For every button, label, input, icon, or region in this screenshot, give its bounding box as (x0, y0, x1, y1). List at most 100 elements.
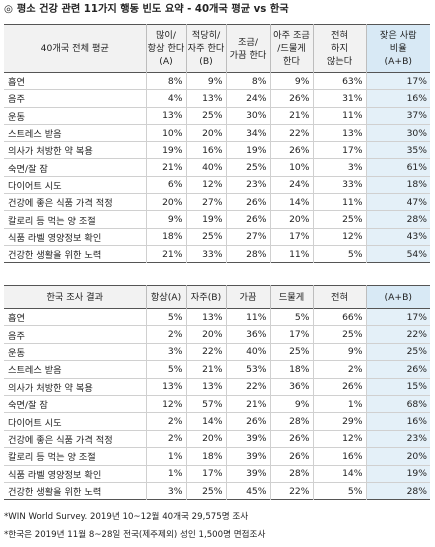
value-cell: 8% (145, 72, 186, 90)
value-cell: 36% (225, 325, 270, 344)
sum-cell: 28% (365, 210, 430, 229)
value-cell: 17% (185, 465, 226, 483)
value-cell: 5% (269, 308, 313, 326)
value-cell: 30% (225, 107, 270, 125)
value-cell: 22% (269, 124, 313, 142)
value-cell: 26% (269, 447, 313, 466)
value-cell: 12% (312, 430, 366, 448)
value-cell: 19% (145, 141, 186, 159)
row-label: 식품 라벨 영양정보 확인 (8, 232, 102, 244)
value-cell: 12% (185, 176, 226, 194)
row-label: 흡연 (8, 77, 25, 89)
value-cell: 11% (312, 107, 366, 125)
value-cell: 45% (225, 482, 270, 500)
sum-cell: 47% (365, 193, 430, 211)
header-cell-sum: 잦은 사람 비율 (A+B) (365, 24, 430, 73)
table-row: 다이어트 시도 2% 14% 26% 28% 29% 16% (4, 412, 430, 431)
header-cell: 조금/가끔 한다 (225, 24, 270, 73)
table-row: 의사가 처방한 약 복용 19% 16% 19% 26% 17% 35% (4, 141, 430, 159)
row-label: 다이어트 시도 (8, 417, 62, 429)
value-cell: 11% (269, 245, 313, 263)
value-cell: 27% (225, 228, 270, 246)
header-cell: 한국 조사 결과 (46, 291, 104, 303)
title-mark: ◎ (4, 4, 13, 15)
korea-results-table: 한국 조사 결과 항상(A) 자주(B) 가끔 드물게 전혀 (A+B) 흡연 5… (4, 285, 430, 500)
value-cell: 40% (225, 343, 270, 361)
table-row: 건강에 좋은 식품 가격 적정 2% 20% 39% 26% 12% 23% (4, 430, 430, 448)
global-table-body: 흡연 8% 9% 8% 9% 63% 17% 음주 4% 13% 24% 26% 31% 16% 운동 13%… (4, 72, 430, 263)
table-row: 건강한 생활을 위한 노력 21% 33% 28% 11% 5% 54% (4, 245, 430, 263)
row-label: 건강한 생활을 위한 노력 (8, 487, 102, 499)
value-cell: 33% (185, 245, 226, 263)
value-cell: 13% (185, 378, 226, 396)
value-cell: 19% (225, 141, 270, 159)
value-cell: 36% (269, 378, 313, 396)
value-cell: 26% (225, 210, 270, 229)
value-cell: 39% (225, 430, 270, 448)
row-label: 숙면/잘 잠 (8, 163, 48, 175)
value-cell: 25% (312, 210, 366, 229)
sum-cell: 23% (365, 430, 430, 448)
value-cell: 9% (185, 72, 226, 90)
value-cell: 17% (312, 141, 366, 159)
header-cell: 많이/항상 한다 (A) (145, 24, 186, 73)
row-label: 음주 (8, 94, 25, 106)
korea-method-note: *한국은 2019년 11월 8~28일 전국(제주제외) 성인 1,500명 … (4, 530, 266, 540)
row-label: 다이어트 시도 (8, 180, 62, 192)
korea-table-body: 흡연 5% 13% 11% 5% 66% 17% 음주 2% 20% 36% 17% 25% 22% 운동 3… (4, 308, 430, 500)
value-cell: 18% (185, 447, 226, 466)
sum-cell: 28% (365, 482, 430, 500)
value-cell: 34% (225, 124, 270, 142)
sum-cell: 26% (365, 360, 430, 379)
row-label: 건강한 생활을 위한 노력 (8, 250, 102, 262)
value-cell: 20% (185, 124, 226, 142)
table-row: 식품 라벨 영양정보 확인 18% 25% 27% 17% 12% 43% (4, 228, 430, 246)
sum-cell: 30% (365, 124, 430, 142)
value-cell: 53% (225, 360, 270, 379)
value-cell: 22% (185, 343, 226, 361)
value-cell: 12% (145, 395, 186, 413)
value-cell: 39% (225, 465, 270, 483)
value-cell: 3% (312, 158, 366, 177)
row-label: 운동 (8, 347, 25, 359)
value-cell: 13% (145, 378, 186, 396)
value-cell: 28% (225, 245, 270, 263)
sum-cell: 54% (365, 245, 430, 263)
table-row: 운동 3% 22% 40% 25% 9% 25% (4, 343, 430, 361)
row-label: 스트레스 받음 (8, 365, 62, 377)
value-cell: 31% (312, 89, 366, 108)
value-cell: 2% (312, 360, 366, 379)
value-cell: 18% (145, 228, 186, 246)
sum-cell: 15% (365, 378, 430, 396)
header-cell: 전혀 (312, 285, 366, 309)
table-row: 스트레스 받음 5% 21% 53% 18% 2% 26% (4, 360, 430, 379)
row-label: 운동 (8, 111, 25, 123)
row-label: 칼로리 등 먹는 양 조절 (8, 452, 96, 464)
source-note: *WIN World Survey. 2019년 10~12월 40개국 29,… (4, 512, 249, 522)
value-cell: 25% (312, 325, 366, 344)
row-label: 숙면/잘 잠 (8, 400, 48, 412)
value-cell: 19% (185, 210, 226, 229)
row-label: 흡연 (8, 313, 25, 325)
value-cell: 2% (145, 430, 186, 448)
value-cell: 39% (225, 447, 270, 466)
value-cell: 10% (145, 124, 186, 142)
sum-cell: 17% (365, 72, 430, 90)
value-cell: 5% (312, 245, 366, 263)
table-row: 흡연 8% 9% 8% 9% 63% 17% (4, 72, 430, 90)
value-cell: 5% (145, 308, 186, 326)
value-cell: 1% (312, 395, 366, 413)
value-cell: 14% (269, 193, 313, 211)
table-row: 스트레스 받음 10% 20% 34% 22% 13% 30% (4, 124, 430, 142)
sum-cell: 68% (365, 395, 430, 413)
value-cell: 20% (145, 193, 186, 211)
value-cell: 2% (145, 325, 186, 344)
value-cell: 26% (269, 89, 313, 108)
value-cell: 3% (145, 482, 186, 500)
value-cell: 26% (312, 378, 366, 396)
value-cell: 57% (185, 395, 226, 413)
value-cell: 24% (269, 176, 313, 194)
value-cell: 9% (269, 72, 313, 90)
value-cell: 63% (312, 72, 366, 90)
value-cell: 12% (312, 228, 366, 246)
